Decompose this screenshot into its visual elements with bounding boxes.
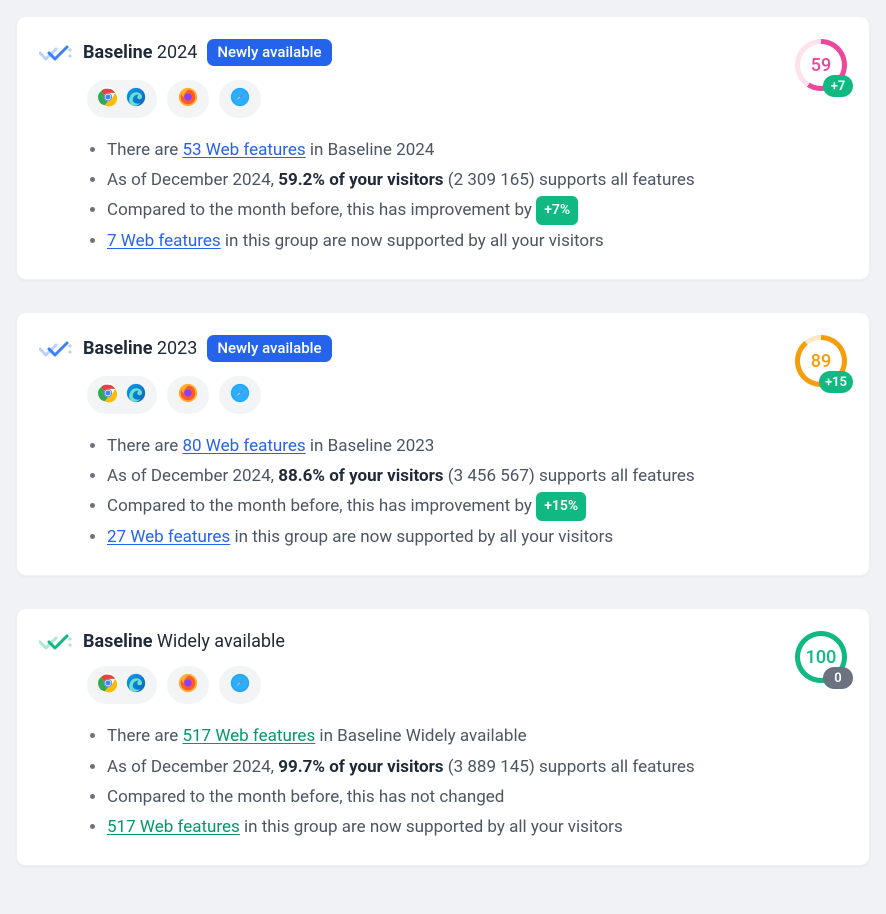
baseline-card: 89 +15 Baseline 2023 Newly available The… xyxy=(16,312,870,576)
card-title: Baseline Widely available xyxy=(83,631,285,652)
baseline-cards-page: { "colors": { "background": "#f1f2f6", "… xyxy=(0,0,886,914)
detail-feature-count: There are 53 Web features in Baseline 20… xyxy=(107,136,841,164)
firefox-icon xyxy=(177,382,199,408)
detail-change: Compared to the month before, this has i… xyxy=(107,196,841,225)
browser-group-chrome-edge xyxy=(87,666,157,704)
baseline-check-icon xyxy=(39,339,73,359)
support-ring-delta: 0 xyxy=(823,667,853,689)
edge-icon xyxy=(125,382,147,408)
delta-chip: +15% xyxy=(536,492,586,521)
detail-visitor-support: As of December 2024, 59.2% of your visit… xyxy=(107,166,841,194)
support-ring-delta: +7 xyxy=(823,75,853,97)
card-title: Baseline 2023 xyxy=(83,338,197,359)
support-ring-value: 100 xyxy=(806,647,837,668)
detail-feature-count: There are 517 Web features in Baseline W… xyxy=(107,722,841,750)
card-header: Baseline Widely available xyxy=(39,631,841,652)
firefox-icon xyxy=(177,672,199,698)
detail-visitor-support: As of December 2024, 99.7% of your visit… xyxy=(107,753,841,781)
browser-group-safari xyxy=(219,80,261,118)
support-ring-value: 59 xyxy=(811,55,831,76)
baseline-card: 59 +7 Baseline 2024 Newly available Ther… xyxy=(16,16,870,280)
baseline-check-icon xyxy=(39,632,73,652)
detail-feature-count: There are 80 Web features in Baseline 20… xyxy=(107,432,841,460)
browser-group-firefox xyxy=(167,376,209,414)
chrome-icon xyxy=(97,382,119,408)
status-pill: Newly available xyxy=(207,335,331,362)
detail-change: Compared to the month before, this has i… xyxy=(107,492,841,521)
chrome-icon xyxy=(97,672,119,698)
detail-change: Compared to the month before, this has n… xyxy=(107,783,841,811)
browser-icon-row xyxy=(87,666,841,704)
delta-chip: +7% xyxy=(536,196,578,225)
detail-supported-all: 27 Web features in this group are now su… xyxy=(107,523,841,551)
card-header: Baseline 2023 Newly available xyxy=(39,335,841,362)
detail-supported-all: 517 Web features in this group are now s… xyxy=(107,813,841,841)
chrome-icon xyxy=(97,86,119,112)
support-ring-value: 89 xyxy=(811,351,831,372)
card-title: Baseline 2024 xyxy=(83,42,197,63)
browser-group-firefox xyxy=(167,666,209,704)
detail-supported-all: 7 Web features in this group are now sup… xyxy=(107,227,841,255)
card-detail-list: There are 53 Web features in Baseline 20… xyxy=(87,136,841,255)
safari-icon xyxy=(229,672,251,698)
browser-group-safari xyxy=(219,666,261,704)
support-ring: 59 +7 xyxy=(795,39,847,91)
supported-features-link[interactable]: 7 Web features xyxy=(107,231,221,251)
support-ring-delta: +15 xyxy=(819,371,853,393)
baseline-check-icon xyxy=(39,43,73,63)
feature-count-link[interactable]: 517 Web features xyxy=(182,726,315,746)
browser-group-firefox xyxy=(167,80,209,118)
browser-icon-row xyxy=(87,80,841,118)
detail-visitor-support: As of December 2024, 88.6% of your visit… xyxy=(107,462,841,490)
edge-icon xyxy=(125,672,147,698)
browser-icon-row xyxy=(87,376,841,414)
supported-features-link[interactable]: 27 Web features xyxy=(107,527,230,547)
card-header: Baseline 2024 Newly available xyxy=(39,39,841,66)
status-pill: Newly available xyxy=(207,39,331,66)
support-ring: 89 +15 xyxy=(795,335,847,387)
supported-features-link[interactable]: 517 Web features xyxy=(107,817,240,837)
feature-count-link[interactable]: 53 Web features xyxy=(182,140,305,160)
baseline-card: 100 0 Baseline Widely available There ar… xyxy=(16,608,870,865)
browser-group-safari xyxy=(219,376,261,414)
browser-group-chrome-edge xyxy=(87,80,157,118)
support-ring: 100 0 xyxy=(795,631,847,683)
browser-group-chrome-edge xyxy=(87,376,157,414)
card-detail-list: There are 517 Web features in Baseline W… xyxy=(87,722,841,840)
safari-icon xyxy=(229,382,251,408)
card-detail-list: There are 80 Web features in Baseline 20… xyxy=(87,432,841,551)
feature-count-link[interactable]: 80 Web features xyxy=(182,436,305,456)
edge-icon xyxy=(125,86,147,112)
safari-icon xyxy=(229,86,251,112)
firefox-icon xyxy=(177,86,199,112)
